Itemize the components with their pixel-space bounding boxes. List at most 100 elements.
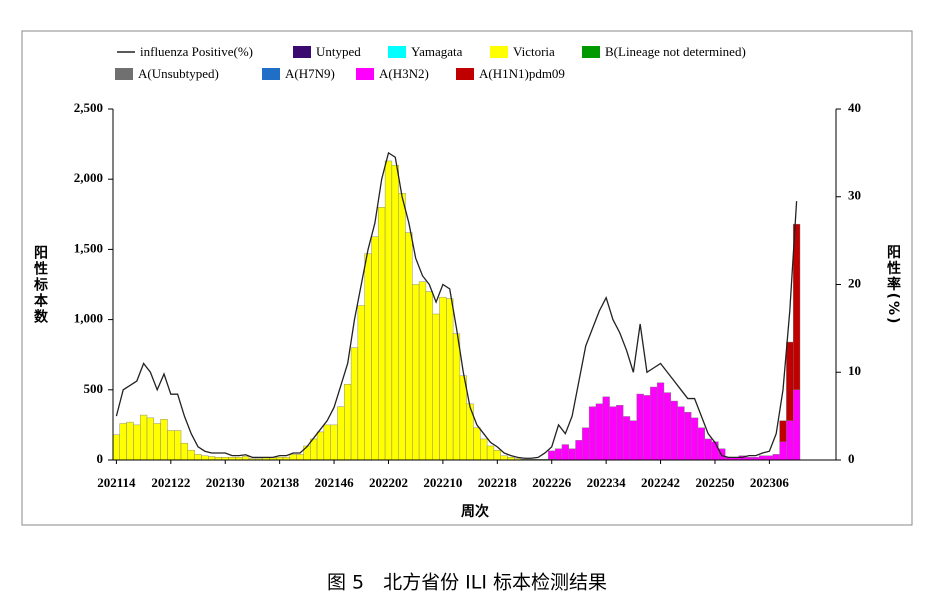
- bar-segment: [690, 417, 699, 461]
- bar-segment: [670, 400, 678, 461]
- bar-segment: [201, 455, 209, 461]
- bar-segment: [452, 333, 461, 461]
- legend-label: A(H1N1)pdm09: [479, 66, 565, 81]
- bar-segment: [493, 449, 501, 461]
- y2-tick-label: 0: [848, 451, 855, 466]
- x-tick-label: 202138: [260, 475, 300, 490]
- bar-segment: [167, 430, 175, 461]
- bar-segment: [792, 389, 801, 461]
- y2-axis-title: 阳性率(%): [885, 245, 901, 326]
- legend-swatch: [115, 68, 133, 80]
- bar-segment: [180, 442, 189, 461]
- bar-segment: [697, 427, 705, 461]
- bar-segment: [609, 406, 617, 461]
- x-tick-label: 202146: [315, 475, 355, 490]
- legend-label: Yamagata: [411, 44, 463, 59]
- bar-segment: [677, 406, 685, 461]
- bar-segment: [208, 456, 216, 461]
- x-tick-label: 202242: [641, 475, 680, 490]
- bar-segment: [432, 313, 440, 461]
- y2-tick-label: 30: [848, 188, 861, 203]
- legend-swatch: [293, 46, 311, 58]
- bar-segment: [480, 438, 488, 461]
- bar-segment: [561, 444, 569, 461]
- bar-segment: [758, 455, 767, 461]
- y-tick-label: 2,500: [74, 100, 103, 115]
- bar-segment: [792, 223, 801, 391]
- bar-segment: [704, 438, 712, 461]
- bar-segment: [357, 305, 365, 461]
- bar-segment: [425, 291, 433, 461]
- x-tick-label: 202114: [97, 475, 136, 490]
- x-tick-label: 202306: [750, 475, 790, 490]
- bar-segment: [500, 455, 508, 461]
- bar-segment: [160, 419, 168, 461]
- bar-segment: [622, 416, 631, 461]
- bar-segment: [663, 392, 671, 461]
- bar-segment: [337, 406, 345, 461]
- bar-segment: [459, 375, 467, 461]
- bar-segment: [656, 382, 665, 461]
- bar-segment: [391, 164, 399, 461]
- x-tick-label: 202122: [151, 475, 190, 490]
- x-tick-label: 202210: [423, 475, 462, 490]
- y2-tick-label: 20: [848, 275, 861, 290]
- bar-segment: [636, 393, 644, 461]
- bar-segment: [405, 232, 413, 461]
- bar-segment: [296, 454, 304, 461]
- legend-label: A(H7N9): [285, 66, 335, 81]
- x-tick-label: 202234: [587, 475, 627, 490]
- bar-segment: [473, 427, 481, 461]
- bar-segment: [119, 423, 127, 461]
- bar-segment: [418, 281, 427, 461]
- legend-swatch: [456, 68, 474, 80]
- y2-tick-label: 10: [848, 363, 861, 378]
- bar-segment: [779, 441, 787, 461]
- bar-segment: [786, 420, 794, 461]
- bar-segment: [112, 434, 121, 461]
- bar-segment: [330, 424, 338, 461]
- x-tick-label: 202250: [695, 475, 734, 490]
- bar-segment: [629, 420, 637, 461]
- bar-segment: [316, 431, 325, 461]
- bar-segment: [486, 445, 495, 461]
- bar-segment: [582, 427, 590, 461]
- bar-segment: [446, 298, 454, 461]
- legend-label: B(Lineage not determined): [605, 44, 746, 59]
- bar-segment: [146, 417, 155, 461]
- y-tick-label: 0: [97, 451, 104, 466]
- x-axis-title: 周次: [461, 503, 489, 520]
- y-axis-title: 阳性标本数: [32, 245, 49, 325]
- bar-segment: [194, 454, 202, 461]
- bar-segment: [772, 454, 780, 461]
- legend-swatch: [582, 46, 600, 58]
- bar-segment: [378, 207, 386, 461]
- bar-segment: [643, 395, 651, 461]
- bar-segment: [568, 448, 576, 461]
- bar-segment: [786, 341, 794, 421]
- bar-segment: [412, 284, 420, 461]
- bar-segment: [548, 450, 556, 460]
- bar-segment: [650, 386, 658, 461]
- x-tick-label: 202202: [369, 475, 408, 490]
- x-tick-label: 202226: [532, 475, 572, 490]
- bar-segment: [242, 456, 250, 461]
- legend-swatch: [262, 68, 280, 80]
- bar-segment: [344, 383, 352, 461]
- x-tick-label: 202218: [478, 475, 518, 490]
- legend-label: Untyped: [316, 44, 361, 59]
- y2-tick-label: 40: [848, 100, 861, 115]
- bar-segment: [323, 424, 331, 461]
- bar-segment: [554, 448, 563, 461]
- bar-segment: [371, 236, 379, 461]
- bar-segment: [133, 424, 141, 461]
- bar-segment: [384, 160, 393, 461]
- bar-segment: [187, 449, 195, 461]
- y-tick-label: 500: [84, 381, 104, 396]
- bar-segment: [398, 193, 406, 461]
- y-tick-label: 2,000: [74, 170, 103, 185]
- bar-segment: [350, 347, 359, 461]
- bar-segment: [575, 440, 583, 461]
- bar-segment: [289, 454, 297, 461]
